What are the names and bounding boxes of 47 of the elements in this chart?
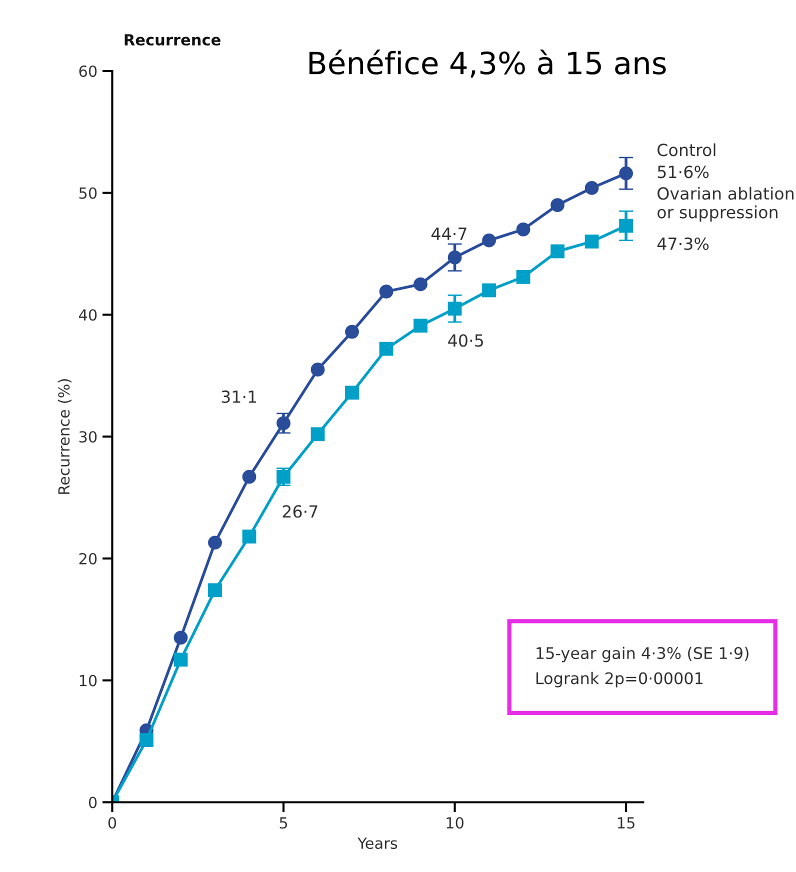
point <box>310 427 325 442</box>
annotation: 51·6% <box>658 166 709 178</box>
point <box>550 244 564 258</box>
x-tick-label: 0 <box>108 817 116 829</box>
point <box>242 530 256 544</box>
series-label: Control <box>658 143 716 156</box>
y-tick-label: 0 <box>88 796 97 808</box>
y-tick-label: 50 <box>79 187 97 199</box>
x-tick-label: 10 <box>446 817 464 829</box>
annotation: Bénéfice 4,3% à 15 ans <box>309 50 666 78</box>
annotation: 44·7 <box>431 228 466 240</box>
point <box>310 362 325 377</box>
point <box>379 284 394 299</box>
x-tick-label: 15 <box>618 817 634 829</box>
point <box>584 181 599 195</box>
y-axis-title: Recurrence (%) <box>58 379 72 494</box>
point <box>516 270 530 284</box>
point <box>140 733 154 748</box>
point <box>482 233 496 248</box>
point <box>345 324 359 339</box>
point <box>208 583 222 598</box>
annotation: 31·1 <box>222 390 256 404</box>
annotation: 47·3% <box>657 237 709 250</box>
point <box>174 630 188 645</box>
y-tick-label: 60 <box>79 65 97 77</box>
point <box>550 198 564 212</box>
point <box>516 222 530 236</box>
annotation: 26·7 <box>282 505 318 518</box>
x-tick-label: 5 <box>280 817 288 829</box>
annotation: 40·5 <box>448 334 483 347</box>
point <box>345 386 359 400</box>
y-tick-label: 20 <box>79 552 97 565</box>
y-tick-label: 40 <box>78 309 97 321</box>
point <box>482 283 496 298</box>
point <box>414 318 428 333</box>
x-axis-title: Years <box>358 838 398 849</box>
point <box>584 234 599 249</box>
annotation: 15-year gain 4·3% (SE 1·9) Logrank 2p=0·00001 <box>536 646 748 688</box>
chart-title: Recurrence <box>124 34 220 46</box>
series-label: Ovarian ablation or suppression <box>658 186 794 222</box>
point <box>208 536 222 550</box>
point <box>379 342 394 356</box>
y-tick-label: 30 <box>79 431 97 443</box>
point <box>414 277 428 292</box>
y-tick-label: 10 <box>80 674 97 686</box>
point <box>242 470 256 484</box>
point <box>174 652 188 667</box>
